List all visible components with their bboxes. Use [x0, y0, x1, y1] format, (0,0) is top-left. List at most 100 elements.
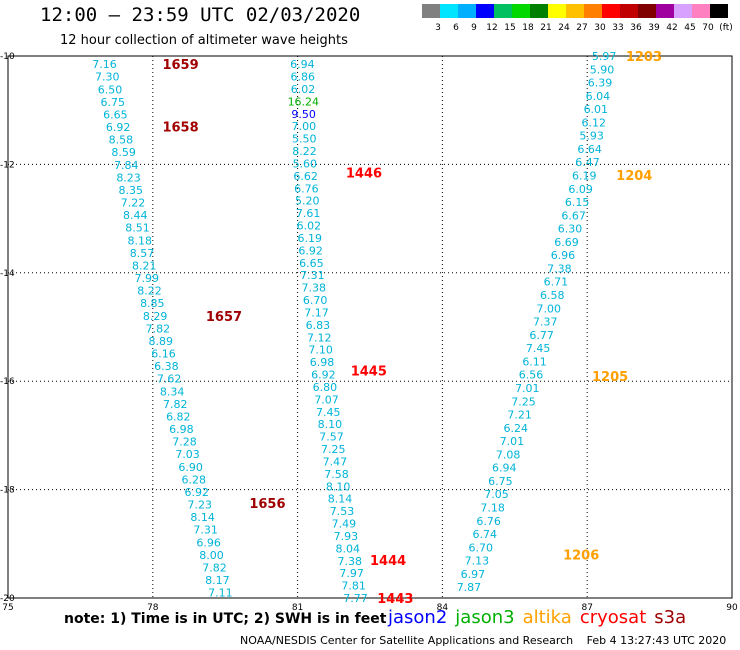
wave-height-point: 6.58 [540, 289, 565, 302]
wave-height-point: 7.16 [92, 58, 117, 71]
wave-height-point: 6.69 [554, 236, 579, 249]
colorbar-swatch [674, 4, 692, 18]
wave-height-point: 7.30 [95, 71, 120, 84]
wave-height-point: 8.14 [190, 511, 215, 524]
wave-height-point: 6.02 [291, 83, 316, 96]
wave-height-point: 7.10 [308, 344, 333, 357]
colorbar-label: 21 [540, 23, 551, 33]
colorbar-swatch [692, 4, 710, 18]
units-note: note: 1) Time is in UTC; 2) SWH is in fe… [64, 611, 387, 627]
wave-height-point: 6.12 [581, 116, 606, 129]
wave-height-point: 6.92 [311, 369, 336, 382]
wave-height-point: 7.45 [316, 406, 341, 419]
colorbar-swatch [566, 4, 584, 18]
wave-height-point: 6.09 [568, 183, 593, 196]
wave-height-point: 8.22 [137, 285, 162, 298]
wave-height-point: 6.62 [293, 170, 318, 183]
wave-height-point: 6.82 [166, 410, 191, 423]
wave-height-point: 6.71 [544, 276, 569, 289]
colorbar-label: 33 [612, 23, 623, 33]
wave-height-point: 5.97 [592, 50, 617, 63]
wave-height-point: 6.92 [298, 244, 323, 257]
colorbar-swatch [458, 4, 476, 18]
wave-height-point: 7.47 [323, 455, 348, 468]
wave-height-point: 8.17 [205, 574, 230, 587]
legend-s3a: s3a [654, 607, 687, 628]
legend-jason2: jason2 [388, 607, 448, 628]
wave-height-point: 8.04 [336, 542, 361, 555]
y-tick-label: -12 [0, 160, 15, 170]
wave-height-point: 6.94 [290, 58, 315, 71]
wave-height-point: 5.20 [295, 195, 320, 208]
wave-height-point: 7.77 [343, 592, 368, 605]
color-scale-bar: 3 6 9 12 15 18 21 24 27 30 33 36 39 42 45 70 (ft) [422, 4, 732, 33]
wave-height-point: 6.96 [196, 536, 221, 549]
colorbar-swatch [638, 4, 656, 18]
wave-height-point: 6.90 [178, 461, 203, 474]
colorbar-swatch [548, 4, 566, 18]
wave-height-point: 6.67 [561, 209, 586, 222]
colorbar-swatch [656, 4, 674, 18]
wave-height-point: 6.38 [154, 360, 179, 373]
colorbar-label: 18 [522, 23, 534, 33]
wave-height-point: 6.04 [586, 90, 611, 103]
chart-subtitle: 12 hour collection of altimeter wave hei… [60, 33, 348, 48]
y-tick-label: -20 [0, 594, 15, 604]
colorbar-label: 42 [666, 23, 677, 33]
colorbar-label: 6 [453, 23, 459, 33]
wave-height-point: 6.76 [294, 182, 319, 195]
wave-height-point: 8.10 [318, 418, 343, 431]
wave-height-point: 6.65 [299, 257, 324, 270]
wave-height-point: 9.50 [291, 108, 316, 121]
pass-time-label: 1204 [616, 169, 652, 184]
colorbar-label: 70 [702, 23, 714, 33]
footer-credit: NOAA/NESDIS Center for Satellite Applica… [240, 634, 726, 647]
wave-height-point: 6.92 [106, 121, 131, 134]
wave-height-point: 6.64 [577, 143, 602, 156]
x-tick-label: 81 [292, 603, 303, 610]
wave-height-point: 8.85 [140, 297, 165, 310]
pass-time-label: 1443 [377, 592, 413, 607]
wave-height-point: 7.93 [334, 530, 359, 543]
colorbar-swatch [440, 4, 458, 18]
wave-height-point: 7.61 [296, 207, 321, 220]
wave-height-point: 7.00 [292, 120, 317, 133]
wave-height-point: 7.82 [163, 398, 188, 411]
wave-height-point: 6.39 [588, 77, 613, 90]
satellite-legend: jason2 jason3 altika cryosat s3a [388, 607, 694, 628]
wave-height-point: 6.98 [310, 356, 335, 369]
wave-height-point: 7.12 [307, 331, 332, 344]
wave-height-point: 8.10 [326, 480, 351, 493]
wave-height-point: 8.34 [160, 385, 185, 398]
pass-time-label: 1205 [592, 370, 628, 385]
wave-height-point: 7.25 [321, 443, 346, 456]
colorbar-swatch [476, 4, 494, 18]
wave-height-point: 6.74 [472, 528, 497, 541]
wave-height-point: 6.28 [181, 473, 206, 486]
x-tick-label: 78 [147, 603, 159, 610]
wave-height-point: 7.38 [547, 262, 572, 275]
wave-height-point: 8.57 [130, 247, 155, 260]
colorbar-swatch [530, 4, 548, 18]
wave-height-point: 6.80 [313, 381, 338, 394]
colorbar-label: 36 [630, 23, 642, 33]
wave-height-point: 6.97 [461, 568, 486, 581]
wave-height-point: 7.07 [314, 393, 339, 406]
legend-cryosat: cryosat [579, 607, 647, 628]
wave-height-point: 6.75 [100, 96, 125, 109]
pass-time-label: 1444 [370, 554, 406, 569]
wave-height-point: 5.50 [292, 133, 317, 146]
wave-height-point: 7.62 [157, 373, 182, 386]
colorbar-label: 45 [684, 23, 695, 33]
x-tick-label: 87 [581, 603, 592, 610]
wave-height-point: 7.53 [330, 505, 355, 518]
wave-height-point: 7.84 [114, 159, 139, 172]
x-tick-label: 84 [437, 603, 449, 610]
colorbar-label: 27 [576, 23, 587, 33]
wave-height-point: 6.70 [303, 294, 328, 307]
colorbar-swatch [584, 4, 602, 18]
wave-height-point: 7.31 [300, 269, 325, 282]
wave-height-point: 7.82 [146, 322, 171, 335]
pass-time-label: 1445 [351, 364, 387, 379]
wave-height-point: 6.16 [151, 348, 176, 361]
